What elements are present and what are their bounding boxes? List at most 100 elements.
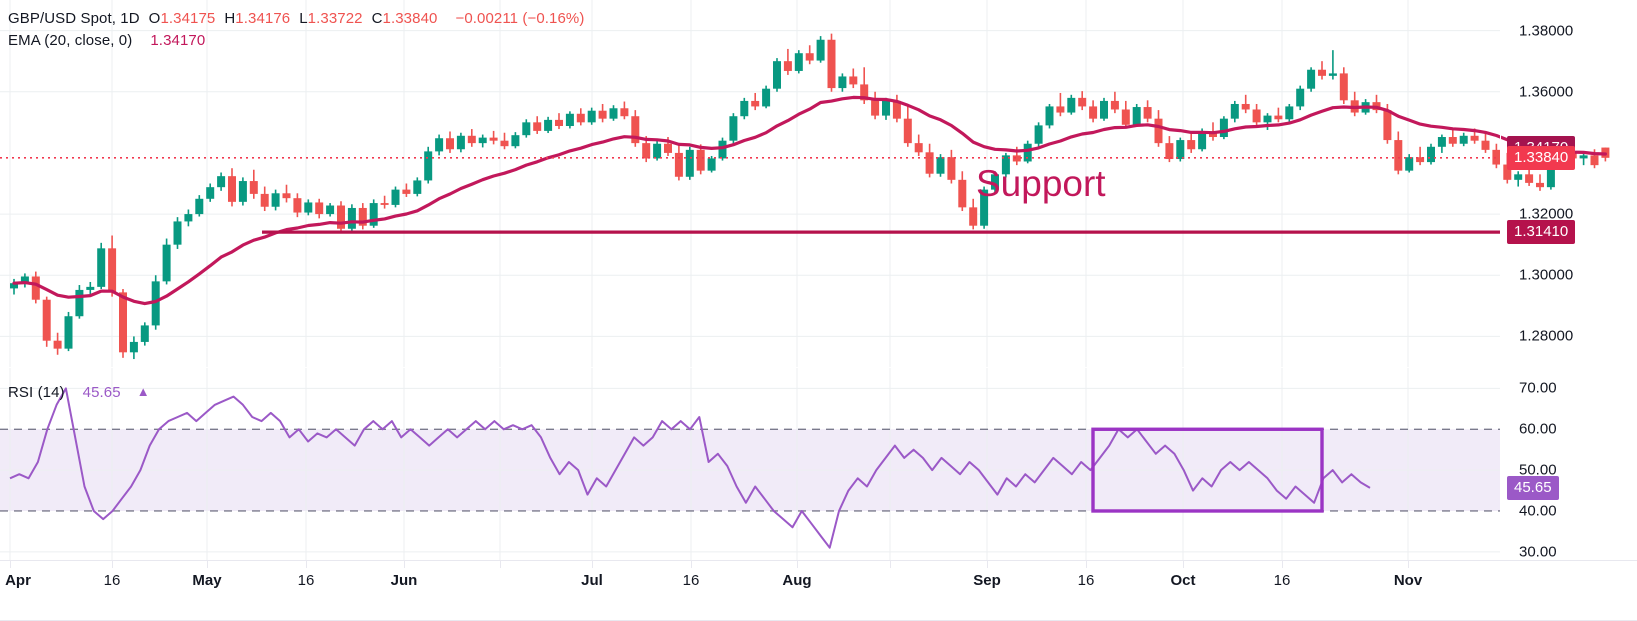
candle-body (576, 113, 585, 123)
rsi-panel[interactable]: RSI (14) 45.65 ▲ 70.00 60.00 50.00 40.00 30.00… (0, 368, 1637, 560)
candle-body (794, 53, 803, 71)
candle-body (522, 122, 531, 136)
time-tick-label: May (192, 572, 222, 589)
candle-body (892, 100, 901, 119)
rsi-legend[interactable]: RSI (14) 45.65 ▲ (8, 384, 150, 401)
candle-body (674, 152, 683, 177)
candle-body (1012, 155, 1021, 162)
time-tick-mark (987, 560, 988, 568)
candle-body (1056, 106, 1065, 113)
candle-body (544, 119, 553, 131)
candle-body (206, 187, 215, 199)
ema-label: EMA (20, close, 0) (8, 32, 133, 49)
candle-body (391, 189, 400, 205)
time-tick-label: Aug (782, 572, 812, 589)
candle-body (1481, 140, 1490, 150)
candle-body (10, 283, 18, 289)
candle-body (511, 135, 520, 147)
candle-body (369, 203, 378, 226)
candle-body (783, 61, 792, 71)
candle-body (1383, 110, 1392, 141)
candle-body (282, 193, 291, 199)
close-key: C (371, 10, 383, 27)
time-tick-mark (592, 560, 593, 568)
axis-top-divider (0, 560, 1637, 561)
candle-body (631, 116, 640, 144)
time-tick-mark (306, 560, 307, 568)
candle-body (500, 140, 509, 147)
symbol-label: GBP/USD Spot, 1D (8, 10, 140, 27)
candle-body (271, 193, 280, 207)
candle-body (1405, 157, 1414, 171)
candle-body (1557, 152, 1566, 158)
candle-body (108, 248, 117, 293)
candle-body (1318, 69, 1326, 76)
candle-body (1132, 107, 1141, 125)
time-tick-mark (1086, 560, 1087, 568)
time-tick-label: Sep (973, 572, 1001, 589)
candle-body (1394, 140, 1403, 171)
candle-body (685, 149, 694, 177)
candle-body (1448, 137, 1457, 144)
candle-body (1187, 140, 1196, 150)
close-value: 1.33840 (382, 10, 438, 27)
candle-body (991, 174, 999, 190)
candle-body (1252, 109, 1261, 123)
candle-body (805, 53, 814, 61)
candle-body (1285, 106, 1294, 120)
support-annotation-label[interactable]: Support (976, 163, 1106, 204)
candle-body (1143, 107, 1152, 119)
ema-20-line (12, 95, 1607, 306)
candle-body (707, 158, 716, 171)
price-panel[interactable]: GBP/USD Spot, 1D O1.34175 H1.34176 L1.33722… (0, 0, 1637, 367)
candle-body (478, 137, 487, 144)
low-value: 1.33722 (307, 10, 363, 27)
candle-body (1198, 131, 1207, 150)
candle-body (140, 325, 149, 342)
ema-legend[interactable]: EMA (20, close, 0) 1.34170 (8, 32, 205, 49)
candle-body (882, 100, 890, 116)
time-tick-label: 16 (682, 572, 700, 589)
candle-body (424, 151, 433, 181)
candle-body (1492, 149, 1501, 165)
time-tick-label: 16 (1077, 572, 1095, 589)
time-tick-mark (691, 560, 692, 568)
time-axis[interactable]: Apr 16 May 16 Jun Jul 16 Aug Sep 16 Oct 16 Nov (0, 560, 1637, 621)
candle-body (1089, 106, 1098, 119)
candle-body (849, 76, 858, 85)
candle-body (129, 341, 138, 353)
chevron-up-icon[interactable]: ▲ (136, 384, 150, 399)
candle-body (1067, 97, 1076, 113)
candle-body (740, 100, 749, 117)
candle-body (598, 110, 607, 119)
candle-body (947, 157, 956, 180)
candle-body (860, 84, 869, 101)
candle-body (1437, 137, 1446, 147)
candle-body (1525, 174, 1534, 183)
time-tick-mark (890, 560, 891, 568)
candle-body (1536, 182, 1544, 188)
candle-body (260, 193, 269, 207)
candle-body (64, 316, 73, 349)
candle-body (435, 138, 444, 152)
candle-body (195, 198, 204, 215)
candle-body (97, 248, 106, 287)
price-plot (0, 0, 1610, 367)
candle-body (1034, 125, 1043, 144)
candle-body (86, 286, 95, 290)
candle-body (1023, 143, 1032, 162)
candle-body (718, 140, 727, 159)
candle-body (1339, 73, 1348, 101)
candle-body (827, 39, 836, 89)
change-value: −0.00211 (−0.16%) (455, 10, 585, 27)
time-tick-label: Oct (1170, 572, 1196, 589)
candle-body (555, 119, 563, 127)
rsi-label: RSI (14) (8, 384, 65, 401)
open-key: O (148, 10, 161, 27)
candle-body (1307, 69, 1316, 89)
candle-body (609, 108, 618, 119)
candle-body (1579, 155, 1588, 159)
candle-body (914, 143, 923, 153)
symbol-legend[interactable]: GBP/USD Spot, 1D O1.34175 H1.34176 L1.33722… (8, 10, 584, 27)
candle-body (304, 202, 313, 213)
